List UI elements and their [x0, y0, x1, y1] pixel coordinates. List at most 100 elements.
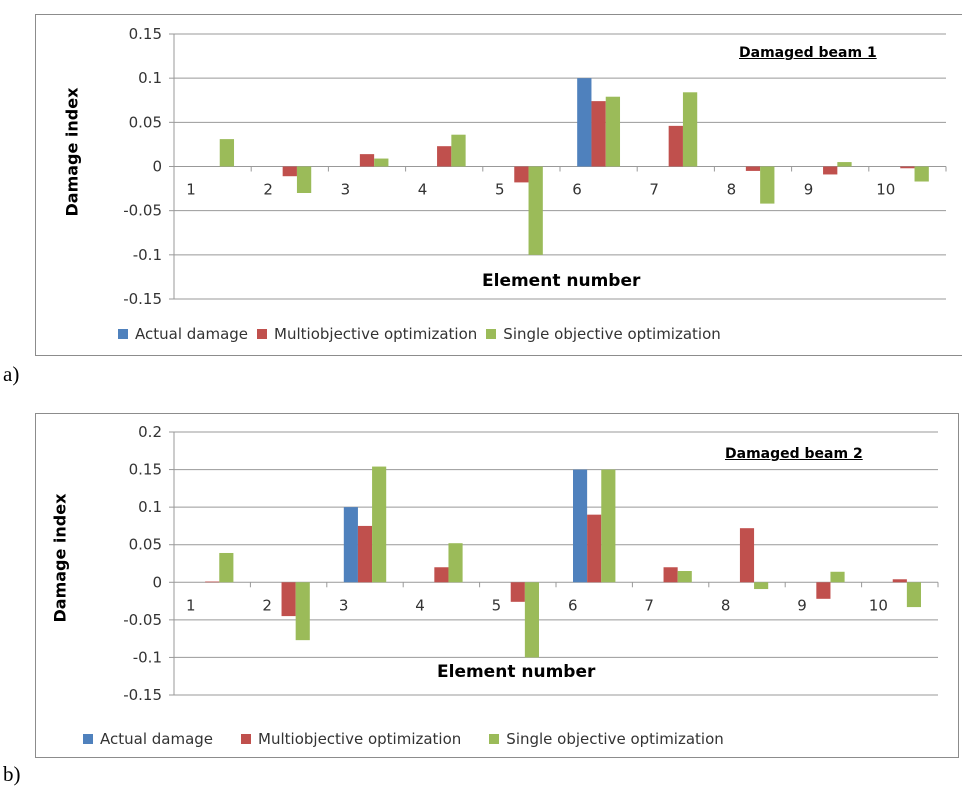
chart-a-bar-single — [296, 166, 312, 193]
legend-swatch-single — [486, 329, 497, 339]
chart-a-bar-multi — [745, 166, 761, 171]
chart-a-bar-single — [219, 139, 235, 167]
chart-a-y-tick-label: 0.1 — [138, 69, 162, 87]
chart-b-bar-single — [524, 582, 540, 658]
chart-a-y-tick-label: -0.05 — [123, 202, 162, 220]
chart-panel-a: 0.15 0.1 0.05 0 -0.05 -0.1 -0.15 1 2 3 4 5 6 7 8 9 10 Da… — [35, 14, 962, 356]
chart-a-y-axis-label: Damage index — [62, 87, 82, 217]
chart-a-bar-single — [837, 162, 852, 167]
chart-a-y-tick-label: -0.1 — [133, 246, 162, 264]
chart-b-bar-single — [677, 571, 692, 583]
legend-swatch-multi — [241, 734, 252, 744]
legend-item-multiobjective: Multiobjective optimization — [257, 325, 477, 343]
chart-b-x-axis-label: Element number — [437, 662, 596, 682]
legend-label: Actual damage — [100, 730, 214, 748]
legend-label: Multiobjective optimization — [258, 730, 462, 748]
chart-a-bar-single — [914, 166, 929, 182]
chart-b-y-tick-label: 0.05 — [129, 536, 162, 554]
chart-b-bar-single — [754, 582, 769, 590]
chart-a-plot: 0.15 0.1 0.05 0 -0.05 -0.1 -0.15 1 2 3 4 5 6 7 8 9 10 — [123, 25, 947, 308]
chart-b-y-tick-label: 0 — [152, 573, 162, 591]
chart-b-y-tick-label: -0.05 — [123, 611, 162, 629]
chart-a-bar-multi — [823, 166, 838, 175]
legend-swatch-single — [489, 734, 500, 744]
chart-b-bar-multi — [205, 581, 220, 583]
chart-b-legend: Actual damage Multiobjective optimizatio… — [83, 730, 724, 748]
chart-b-y-tick-label: -0.1 — [133, 648, 162, 666]
chart-a-x-tick-label: 6 — [572, 181, 582, 199]
chart-b-title: Damaged beam 2 — [725, 446, 863, 462]
chart-b-bar-multi — [816, 582, 831, 599]
chart-b-y-tick-label: -0.15 — [123, 686, 162, 704]
chart-a-x-tick-label: 2 — [263, 181, 273, 199]
legend-label: Single objective optimization — [506, 730, 724, 748]
chart-b-bar-multi — [281, 582, 296, 617]
chart-b-bar-actual — [343, 507, 358, 583]
chart-b-bar-multi — [510, 582, 525, 602]
chart-b-y-tick-label: 0.2 — [138, 423, 162, 441]
chart-b-bar-multi — [663, 567, 678, 583]
legend-label: Multiobjective optimization — [274, 325, 478, 343]
chart-b-x-tick-label: 6 — [568, 596, 578, 614]
chart-b-bar-single — [830, 571, 845, 583]
legend-swatch-actual — [83, 734, 93, 744]
chart-a-bar-single — [528, 166, 543, 255]
legend-item-single-objective: Single objective optimization — [486, 325, 721, 343]
chart-b-bar-single — [372, 466, 387, 583]
chart-a-y-tick-label: 0 — [152, 158, 162, 176]
chart-a-x-tick-label: 7 — [649, 181, 659, 199]
chart-a-bar-multi — [514, 166, 529, 183]
chart-b-x-tick-label: 1 — [186, 596, 196, 614]
chart-a-x-tick-label: 4 — [418, 181, 428, 199]
chart-a-bar-single — [451, 134, 466, 167]
chart-a-y-tick-label: 0.15 — [129, 25, 162, 43]
legend-item-multiobjective: Multiobjective optimization — [241, 730, 461, 748]
chart-a-x-axis-label: Element number — [482, 271, 641, 291]
chart-a-legend: Actual damage Multiobjective optimizatio… — [118, 325, 721, 343]
chart-b-plot: 0.2 0.15 0.1 0.05 0 -0.05 -0.1 -0.15 1 2 3 4 5 6 7 8 9 10 — [123, 423, 939, 704]
chart-a-bar-single — [760, 166, 775, 204]
chart-b-x-tick-label: 3 — [339, 596, 349, 614]
chart-a-x-tick-label: 3 — [341, 181, 351, 199]
chart-b-x-tick-label: 10 — [869, 596, 888, 614]
chart-b-bar-single — [295, 582, 310, 641]
chart-b-bar-single — [906, 582, 922, 608]
chart-a-x-tick-label: 1 — [186, 181, 196, 199]
chart-a-bar-multi — [591, 101, 606, 167]
legend-item-actual-damage: Actual damage — [83, 730, 213, 748]
legend-item-single-objective: Single objective optimization — [489, 730, 724, 748]
chart-b-bar-multi — [739, 528, 755, 583]
chart-b-bar-actual — [572, 469, 588, 583]
chart-b-y-tick-label: 0.15 — [129, 461, 162, 479]
chart-a-bar-multi — [437, 146, 452, 167]
chart-b-bar-single — [448, 543, 463, 583]
panel-a-label: a) — [3, 362, 20, 386]
chart-b-x-tick-label: 5 — [492, 596, 502, 614]
chart-a-y-tick-label: -0.15 — [123, 290, 162, 308]
chart-a-bar-multi — [668, 125, 683, 167]
chart-b-y-tick-label: 0.1 — [138, 498, 162, 516]
legend-item-actual-damage: Actual damage — [118, 325, 248, 343]
chart-a-y-tick-label: 0.05 — [129, 113, 162, 131]
chart-a-bar-single — [374, 158, 389, 167]
legend-swatch-actual — [118, 329, 128, 339]
chart-a-title: Damaged beam 1 — [739, 45, 877, 61]
chart-a-x-tick-label: 10 — [876, 181, 895, 199]
chart-a-bar-multi — [900, 166, 915, 169]
chart-b-x-tick-label: 4 — [415, 596, 425, 614]
chart-b-bar-single — [219, 552, 234, 583]
chart-b-x-tick-label: 7 — [644, 596, 654, 614]
chart-b-x-tick-label: 8 — [721, 596, 731, 614]
chart-a-bar-single — [682, 92, 698, 167]
chart-b-bar-multi — [357, 525, 373, 583]
legend-swatch-multi — [257, 329, 268, 339]
chart-b-bar-multi — [587, 514, 602, 583]
chart-a-bar-actual — [577, 78, 592, 167]
chart-b-bar-multi — [434, 567, 449, 583]
chart-b-bar-single — [601, 469, 616, 583]
legend-label: Single objective optimization — [503, 325, 721, 343]
chart-a-x-tick-label: 8 — [727, 181, 737, 199]
chart-a-bar-multi — [282, 166, 297, 177]
panel-b-label: b) — [3, 762, 21, 786]
legend-label: Actual damage — [135, 325, 249, 343]
